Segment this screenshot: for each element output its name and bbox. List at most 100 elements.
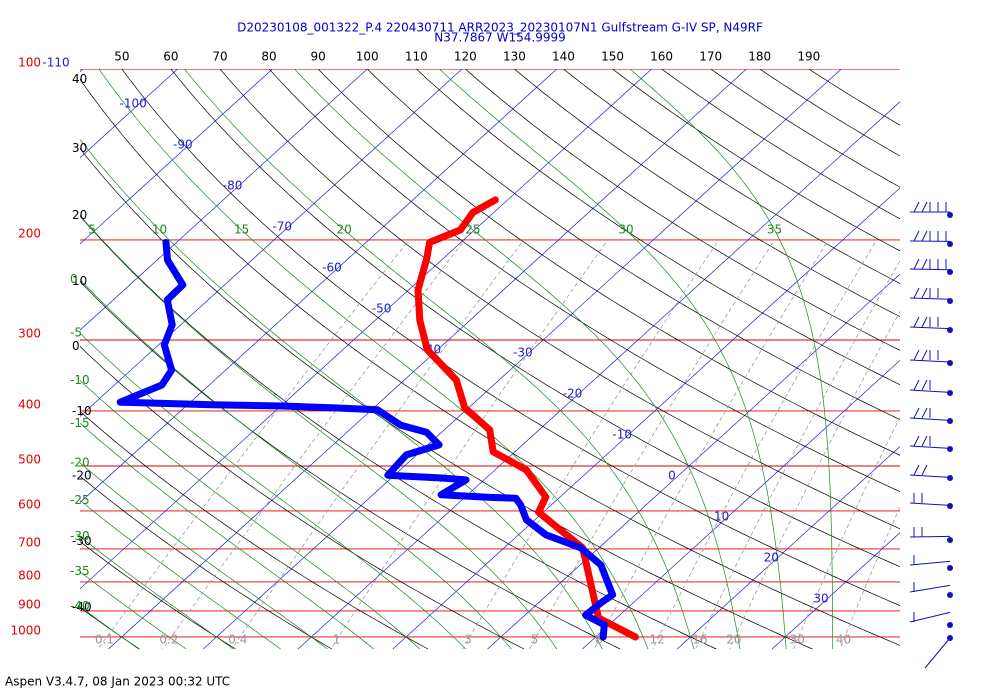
mixing-ratio-line	[231, 242, 522, 650]
barb-feather	[913, 349, 920, 361]
moist-adiabat-label: 25	[465, 223, 480, 237]
isotherm-label: -70	[272, 220, 292, 234]
barb-station	[947, 360, 953, 366]
dry-adiabat	[80, 148, 813, 650]
dry-adiabat-label: 160	[650, 50, 673, 64]
barb-station	[947, 622, 953, 628]
dry-adiabat	[563, 69, 900, 284]
pressure-label: 900	[18, 597, 41, 611]
moist-adiabat-label: 35	[767, 223, 782, 237]
moist-adiabat-label: 0	[70, 272, 78, 286]
mixing-ratio-label: 30	[790, 633, 805, 647]
moist-adiabat	[80, 536, 234, 650]
barb-staff	[924, 637, 951, 669]
sounding-profile	[116, 238, 617, 641]
barb-staff	[909, 417, 951, 421]
sounding-profile	[414, 196, 639, 641]
barb-staff	[909, 326, 951, 330]
barb-feather	[921, 407, 928, 419]
dry-adiabat	[465, 69, 900, 351]
dry-adiabat	[317, 69, 900, 456]
moist-adiabat	[294, 69, 741, 650]
caption: Aspen V3.4.7, 08 Jan 2023 00:32 UTC	[5, 675, 230, 689]
moist-adiabat-label: -25	[70, 493, 90, 507]
barb-staff	[909, 611, 951, 623]
isotherm	[487, 273, 900, 650]
mixing-ratio-line	[529, 242, 773, 650]
moist-adiabat-label: 20	[337, 223, 352, 237]
profiles	[116, 196, 639, 641]
dry-adiabat	[661, 69, 900, 220]
mixing-ratio-label: 40	[836, 633, 851, 647]
isotherm-label: -30	[513, 346, 533, 360]
barb-station	[947, 418, 953, 424]
isotherm-label: -10	[612, 428, 632, 442]
isotherm-label: 10	[714, 510, 729, 524]
pressure-label: 600	[18, 497, 41, 511]
barb-staff	[909, 474, 951, 478]
barb-staff	[909, 560, 951, 566]
moist-adiabat-label: -20	[70, 455, 90, 469]
dry-adiabat-label: 70	[212, 50, 227, 64]
dry-adiabat	[268, 69, 900, 493]
dry-adiabat-label: 80	[261, 50, 276, 64]
dry-adiabat	[80, 475, 332, 650]
moist-adiabat-label: -10	[70, 373, 90, 387]
moist-adiabat	[80, 332, 466, 650]
mixing-ratio-line	[97, 242, 407, 650]
mixing-ratio-label: 20	[726, 633, 741, 647]
moist-adiabat-label: -30	[70, 529, 90, 543]
barb-station	[947, 327, 953, 333]
chart-title: D20230108_001322_P.4 220430711 ARR2023_2…	[237, 21, 763, 35]
mixing-ratio-label: 3	[464, 633, 472, 647]
barb-staff	[909, 502, 951, 506]
moist-adiabat-label: -40	[70, 599, 90, 613]
dry-adiabat-label: -40	[72, 600, 92, 614]
moist-adiabat	[80, 499, 281, 650]
barb-staff	[909, 297, 951, 300]
barb-station	[947, 635, 953, 641]
moist-adiabat	[439, 69, 787, 650]
barb-feather	[913, 316, 920, 328]
moist-adiabat-label: 30	[618, 223, 633, 237]
barb-station	[947, 475, 953, 481]
dry-adiabat-label: 10	[72, 274, 87, 288]
pressure-label: 800	[18, 568, 41, 582]
pressure-label: 300	[18, 326, 41, 340]
isotherm	[80, 69, 463, 417]
dry-adiabat-label: 60	[163, 50, 178, 64]
barb-station	[947, 503, 953, 509]
dry-adiabat	[80, 410, 429, 650]
dry-adiabat	[612, 69, 900, 252]
isotherm	[80, 69, 368, 331]
moist-adiabat	[80, 462, 328, 650]
isotherm-label: -100	[120, 97, 147, 111]
isotherm	[80, 69, 558, 503]
moist-adiabat	[80, 278, 512, 650]
barb-staff	[909, 389, 951, 393]
dry-adiabat-label: 0	[72, 339, 80, 353]
mixing-ratio-line	[162, 242, 463, 650]
barb-station	[947, 269, 953, 275]
dry-adiabat-label: 130	[503, 50, 526, 64]
isotherm-label: -80	[223, 179, 243, 193]
barb-feather	[913, 435, 920, 447]
barb-station	[947, 298, 953, 304]
dry-adiabat-label: -10	[72, 404, 92, 418]
dry-adiabat-label: 150	[601, 50, 624, 64]
mixing-ratio-line	[330, 242, 606, 650]
isotherm-label: 0	[668, 469, 676, 483]
dry-adiabat	[710, 69, 900, 188]
mixing-ratio-label: 0.4	[228, 633, 247, 647]
dry-adiabat	[219, 69, 900, 530]
barb-feather	[913, 464, 920, 476]
dry-adiabat-label: 100	[356, 50, 379, 64]
moist-adiabat-label: -15	[70, 416, 90, 430]
dry-adiabat-label: 50	[114, 50, 129, 64]
barb-feather	[921, 287, 928, 299]
barb-station	[947, 390, 953, 396]
barb-feather	[921, 464, 928, 476]
dry-adiabat	[170, 69, 900, 568]
dry-adiabat-label: 20	[72, 208, 87, 222]
mixing-ratio-label: 1	[333, 633, 341, 647]
